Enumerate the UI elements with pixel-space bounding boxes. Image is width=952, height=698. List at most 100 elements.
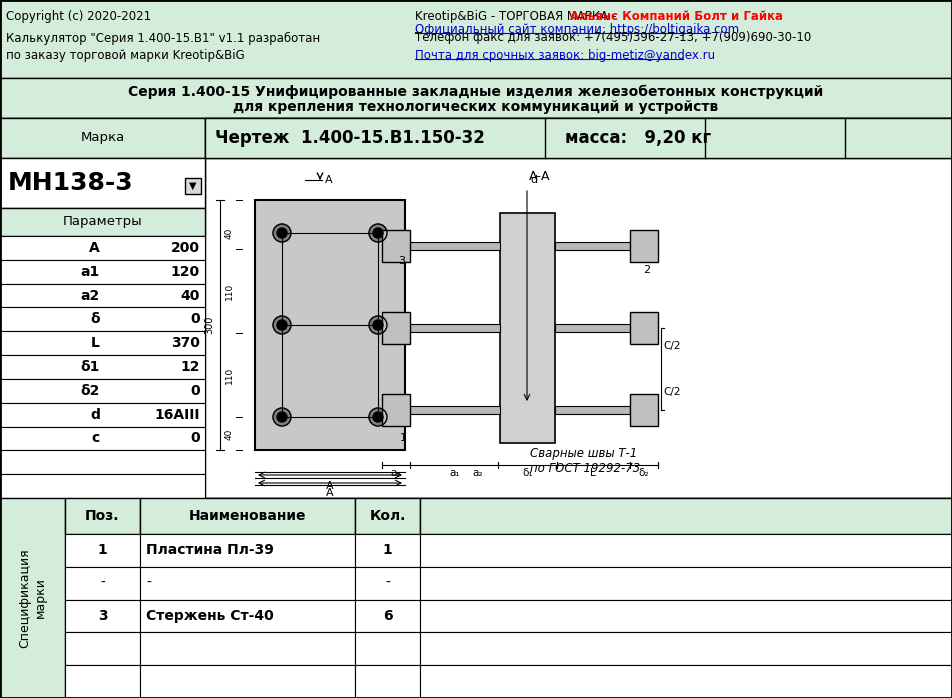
- Text: L: L: [589, 468, 595, 478]
- Text: Почта для срочных заявок: big-metiz@yandex.ru: Почта для срочных заявок: big-metiz@yand…: [415, 50, 715, 63]
- Text: 120: 120: [170, 265, 200, 279]
- Text: Чертеж  1.400-15.B1.150-32: Чертеж 1.400-15.B1.150-32: [215, 129, 485, 147]
- Bar: [0, 498, 65, 698]
- Bar: [382, 312, 410, 344]
- Bar: [0, 0, 952, 78]
- Text: 0: 0: [190, 384, 200, 398]
- Text: a1: a1: [81, 265, 100, 279]
- Text: δ2: δ2: [81, 384, 100, 398]
- Text: Официальный сайт компании: https://boltigaika.com: Официальный сайт компании: https://bolti…: [415, 24, 739, 36]
- Text: Альянс Компаний Болт и Гайка: Альянс Компаний Болт и Гайка: [570, 10, 783, 23]
- Bar: [0, 307, 205, 332]
- Circle shape: [373, 412, 383, 422]
- Circle shape: [369, 408, 387, 426]
- Bar: [630, 230, 658, 262]
- Bar: [420, 534, 952, 567]
- Text: по заказу торговой марки Kreotip&BiG: по заказу торговой марки Kreotip&BiG: [6, 50, 245, 63]
- Text: С/2: С/2: [663, 387, 681, 397]
- Text: Пластина Пл-39: Пластина Пл-39: [146, 544, 274, 558]
- Text: d: d: [530, 175, 537, 185]
- Text: 0: 0: [190, 313, 200, 327]
- Text: по ГОСТ 19292-73: по ГОСТ 19292-73: [530, 463, 641, 475]
- Bar: [140, 632, 355, 665]
- Bar: [355, 632, 420, 665]
- Text: 0: 0: [190, 431, 200, 445]
- Text: А: А: [325, 175, 332, 185]
- Bar: [140, 534, 355, 567]
- Text: 3: 3: [98, 609, 108, 623]
- Text: 40: 40: [225, 228, 234, 239]
- Bar: [555, 406, 630, 414]
- Bar: [355, 498, 420, 534]
- Text: 40: 40: [225, 429, 234, 440]
- Bar: [0, 426, 205, 450]
- Bar: [0, 236, 205, 260]
- Bar: [0, 208, 205, 236]
- Circle shape: [373, 228, 383, 238]
- Bar: [355, 567, 420, 600]
- Bar: [0, 78, 952, 118]
- Bar: [355, 665, 420, 698]
- Text: А: А: [327, 488, 334, 498]
- Text: Спецификация
марки: Спецификация марки: [18, 548, 47, 648]
- Circle shape: [373, 320, 383, 330]
- Text: 1: 1: [383, 544, 392, 558]
- Text: 370: 370: [171, 336, 200, 350]
- Text: -: -: [385, 577, 390, 591]
- Text: 12: 12: [181, 360, 200, 374]
- Bar: [382, 394, 410, 426]
- Bar: [140, 600, 355, 632]
- Text: 110: 110: [225, 283, 234, 299]
- Bar: [355, 534, 420, 567]
- Bar: [420, 600, 952, 632]
- Text: δ: δ: [90, 313, 100, 327]
- Bar: [0, 450, 205, 474]
- Bar: [140, 665, 355, 698]
- Text: С/2: С/2: [663, 341, 681, 351]
- Bar: [0, 260, 205, 283]
- Bar: [65, 632, 140, 665]
- Bar: [410, 242, 500, 250]
- Bar: [630, 312, 658, 344]
- Circle shape: [277, 228, 287, 238]
- Text: δ1: δ1: [81, 360, 100, 374]
- Text: d: d: [90, 408, 100, 422]
- Bar: [410, 324, 500, 332]
- Text: a2: a2: [81, 288, 100, 302]
- Text: Параметры: Параметры: [63, 216, 142, 228]
- Text: Стержень Ст-40: Стержень Ст-40: [146, 609, 274, 623]
- Circle shape: [277, 412, 287, 422]
- Text: Сварные швы Т-1: Сварные швы Т-1: [530, 447, 637, 459]
- Bar: [420, 567, 952, 600]
- Bar: [65, 665, 140, 698]
- Text: Наименование: Наименование: [188, 509, 307, 523]
- Bar: [0, 379, 205, 403]
- Circle shape: [273, 316, 291, 334]
- Text: δ₁: δ₁: [523, 468, 533, 478]
- Circle shape: [273, 408, 291, 426]
- Bar: [555, 324, 630, 332]
- Bar: [205, 118, 952, 158]
- Text: 200: 200: [171, 241, 200, 255]
- Text: 1: 1: [98, 544, 108, 558]
- Text: Кол.: Кол.: [369, 509, 406, 523]
- Bar: [410, 406, 500, 414]
- Text: Серия 1.400-15 Унифицированные закладные изделия железобетонных конструкций: Серия 1.400-15 Унифицированные закладные…: [129, 85, 823, 99]
- Bar: [555, 242, 630, 250]
- Bar: [140, 567, 355, 600]
- Text: a₂: a₂: [472, 468, 483, 478]
- Bar: [382, 230, 410, 262]
- Text: МН138-3: МН138-3: [8, 171, 133, 195]
- Bar: [0, 474, 205, 498]
- Bar: [205, 118, 952, 498]
- Text: a₁: a₁: [449, 468, 461, 478]
- Bar: [0, 118, 205, 158]
- Bar: [185, 178, 201, 194]
- Circle shape: [273, 224, 291, 242]
- Bar: [0, 355, 205, 379]
- Bar: [140, 498, 355, 534]
- Text: L: L: [91, 336, 100, 350]
- Bar: [420, 665, 952, 698]
- Bar: [205, 118, 952, 158]
- Text: 3: 3: [398, 256, 405, 266]
